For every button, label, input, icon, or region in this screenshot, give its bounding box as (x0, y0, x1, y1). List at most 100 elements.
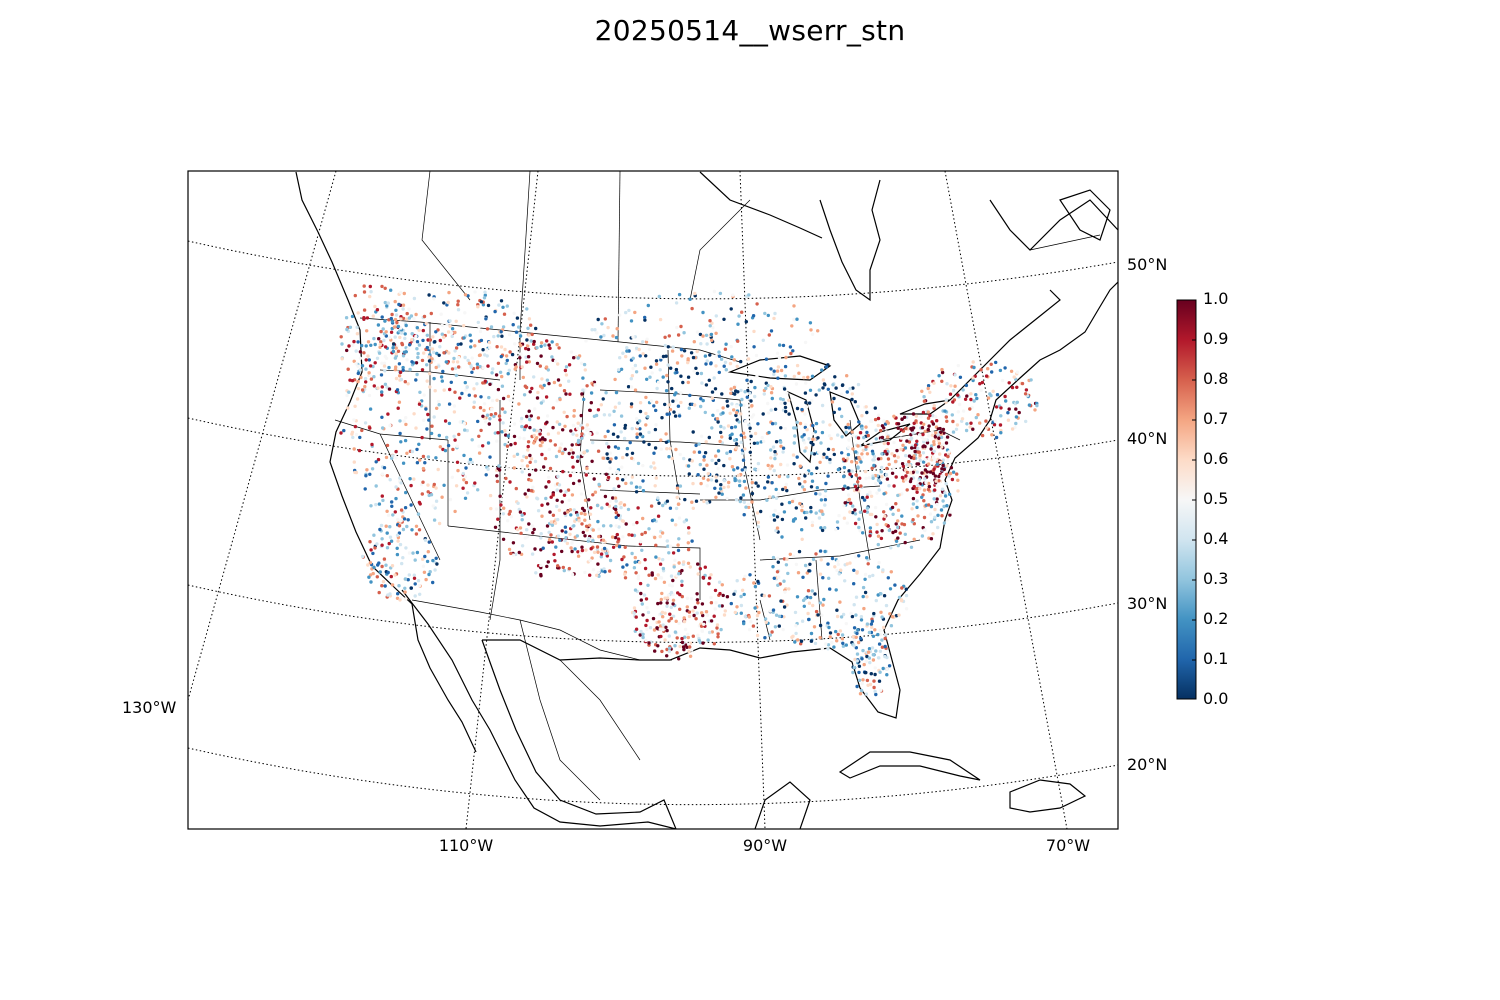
station-dot (814, 421, 819, 426)
station-dot (732, 358, 736, 362)
station-dot (669, 605, 673, 610)
station-dot (568, 392, 572, 396)
station-dot (905, 439, 909, 443)
station-dot (345, 393, 349, 398)
station-dot (372, 533, 376, 537)
yucatan (754, 781, 811, 829)
station-dot (839, 392, 844, 396)
station-dot (403, 380, 407, 384)
station-dot (851, 670, 855, 675)
station-dot (969, 421, 973, 425)
station-dot (489, 325, 494, 329)
station-dot (408, 343, 412, 347)
station-dot (625, 453, 629, 457)
station-dot (383, 345, 388, 349)
station-dot (687, 610, 692, 614)
station-dot (377, 337, 381, 341)
station-dot (501, 325, 506, 329)
station-dot (743, 614, 748, 619)
station-dot (512, 454, 516, 458)
station-dot (776, 365, 781, 369)
station-dot (517, 507, 521, 512)
station-dot (426, 490, 430, 494)
station-dot (954, 427, 959, 431)
station-dot (353, 293, 357, 298)
station-dot (597, 527, 601, 531)
station-dot (733, 589, 737, 594)
station-dot (380, 426, 385, 430)
station-dot (995, 393, 1000, 397)
station-dot (437, 433, 441, 438)
station-dot (858, 431, 863, 435)
station-dot (463, 475, 468, 479)
station-dot (503, 410, 507, 414)
station-dot (695, 371, 700, 376)
station-dot (965, 422, 969, 426)
station-dot (807, 601, 812, 605)
station-dot (854, 461, 859, 465)
station-dot (657, 501, 661, 505)
station-dot (483, 293, 487, 297)
station-dot (383, 369, 387, 373)
station-dot (624, 354, 628, 359)
station-dot (649, 465, 653, 469)
station-dot (659, 576, 664, 580)
station-dot (407, 573, 411, 577)
station-dot (575, 513, 580, 517)
station-dot (652, 451, 656, 455)
station-dot (501, 537, 506, 541)
station-dot (588, 512, 593, 516)
station-dot (413, 558, 417, 562)
station-dot (791, 453, 796, 457)
station-dot (782, 510, 787, 514)
station-dot (910, 446, 914, 450)
station-dot (506, 467, 510, 471)
station-dot (674, 447, 678, 452)
station-dot (828, 423, 832, 427)
station-dot (426, 455, 431, 459)
station-dot (378, 342, 382, 347)
station-dot (844, 425, 848, 430)
station-dot (682, 520, 686, 524)
station-dot (396, 517, 400, 522)
station-dot (833, 565, 837, 569)
station-dot (710, 338, 714, 342)
station-dot (472, 387, 476, 391)
station-dot (431, 335, 435, 339)
station-dot (880, 638, 884, 642)
station-dot (879, 592, 883, 596)
station-dot (649, 399, 654, 403)
station-dot (1014, 415, 1019, 419)
station-dot (504, 433, 508, 437)
station-dot (818, 572, 823, 576)
station-dot (712, 376, 716, 380)
station-dot (841, 641, 845, 645)
station-dot (703, 565, 707, 569)
station-dot (876, 542, 880, 547)
station-dot (552, 552, 556, 557)
station-dot (354, 432, 359, 437)
great-lake-michigan (787, 390, 815, 464)
station-dot (753, 606, 757, 610)
station-dot (514, 486, 518, 491)
station-dot (742, 621, 746, 626)
station-dot (529, 457, 534, 461)
state-line-10 (667, 349, 681, 501)
station-dot (527, 473, 532, 477)
station-dot (928, 470, 933, 474)
station-dot (900, 586, 904, 590)
station-dot (521, 375, 525, 380)
station-dot (428, 346, 432, 350)
station-dot (706, 472, 710, 476)
station-dot (887, 484, 891, 488)
station-dot (721, 593, 725, 598)
station-dot (699, 342, 703, 346)
station-dot (857, 455, 861, 460)
station-dot (887, 462, 891, 467)
station-dot (504, 476, 508, 481)
station-dot (369, 343, 373, 347)
station-dot (762, 594, 766, 598)
station-dot (875, 530, 879, 534)
station-dot (696, 473, 700, 477)
station-dot (927, 457, 931, 461)
